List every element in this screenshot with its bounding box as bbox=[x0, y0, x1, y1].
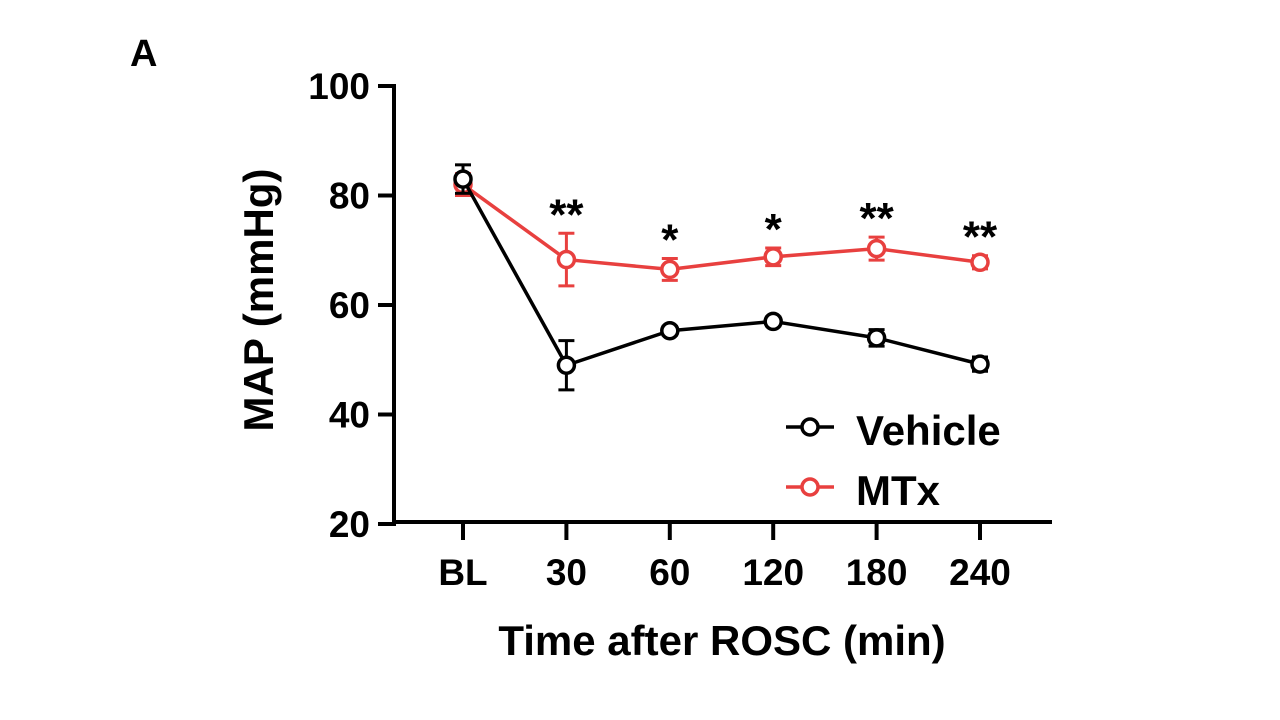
y-tick-label-20: 20 bbox=[329, 504, 370, 545]
y-axis-label: MAP (mmHg) bbox=[235, 169, 282, 432]
y-tick-label-80: 80 bbox=[329, 176, 370, 217]
x-tick-label-60: 60 bbox=[649, 552, 690, 593]
data-point-vehicle-60 bbox=[660, 320, 680, 341]
x-ticks: BL 30 60 120 180 240 bbox=[438, 520, 1011, 593]
x-tick-label-BL: BL bbox=[438, 552, 487, 593]
x-tick-label-120: 120 bbox=[742, 552, 804, 593]
x-axis-label: Time after ROSC (min) bbox=[498, 617, 945, 664]
series-mtx bbox=[453, 172, 990, 288]
y-tick-label-40: 40 bbox=[329, 395, 370, 436]
data-point-vehicle-240 bbox=[970, 354, 990, 374]
significance-60: * bbox=[661, 215, 679, 264]
series-vehicle bbox=[453, 163, 990, 392]
data-point-mtx-240 bbox=[970, 252, 990, 273]
significance-240: ** bbox=[963, 213, 998, 262]
legend-vehicle-label: Vehicle bbox=[856, 407, 1001, 454]
data-point-mtx-60 bbox=[660, 259, 680, 280]
legend-mtx-label: MTx bbox=[856, 467, 941, 514]
significance-30: ** bbox=[549, 190, 584, 239]
significance-180: ** bbox=[859, 194, 894, 243]
panel-label: A bbox=[130, 33, 157, 75]
significance-annotations: *** * ** ** bbox=[549, 190, 998, 264]
data-point-mtx-120 bbox=[763, 247, 783, 267]
data-point-vehicle-120 bbox=[763, 311, 783, 332]
y-tick-label-60: 60 bbox=[329, 285, 370, 326]
data-point-mtx-180 bbox=[866, 238, 887, 259]
x-tick-label-180: 180 bbox=[846, 552, 908, 593]
data-point-vehicle-BL bbox=[453, 169, 473, 189]
legend: Vehicle MTx bbox=[786, 407, 1001, 514]
data-point-vehicle-180 bbox=[866, 328, 887, 348]
legend-mtx-marker bbox=[800, 477, 820, 497]
y-tick-label-100: 100 bbox=[308, 66, 370, 107]
data-point-mtx-30 bbox=[556, 249, 577, 270]
x-tick-label-30: 30 bbox=[546, 552, 587, 593]
series-layer bbox=[453, 163, 990, 392]
data-point-vehicle-30 bbox=[556, 355, 577, 375]
significance-120: * bbox=[765, 205, 783, 254]
legend-vehicle-marker bbox=[800, 417, 820, 437]
series-line-mtx bbox=[461, 183, 981, 272]
y-ticks: 20 40 60 80 100 bbox=[308, 66, 396, 545]
series-line-vehicle bbox=[461, 178, 981, 367]
x-tick-label-240: 240 bbox=[949, 552, 1011, 593]
